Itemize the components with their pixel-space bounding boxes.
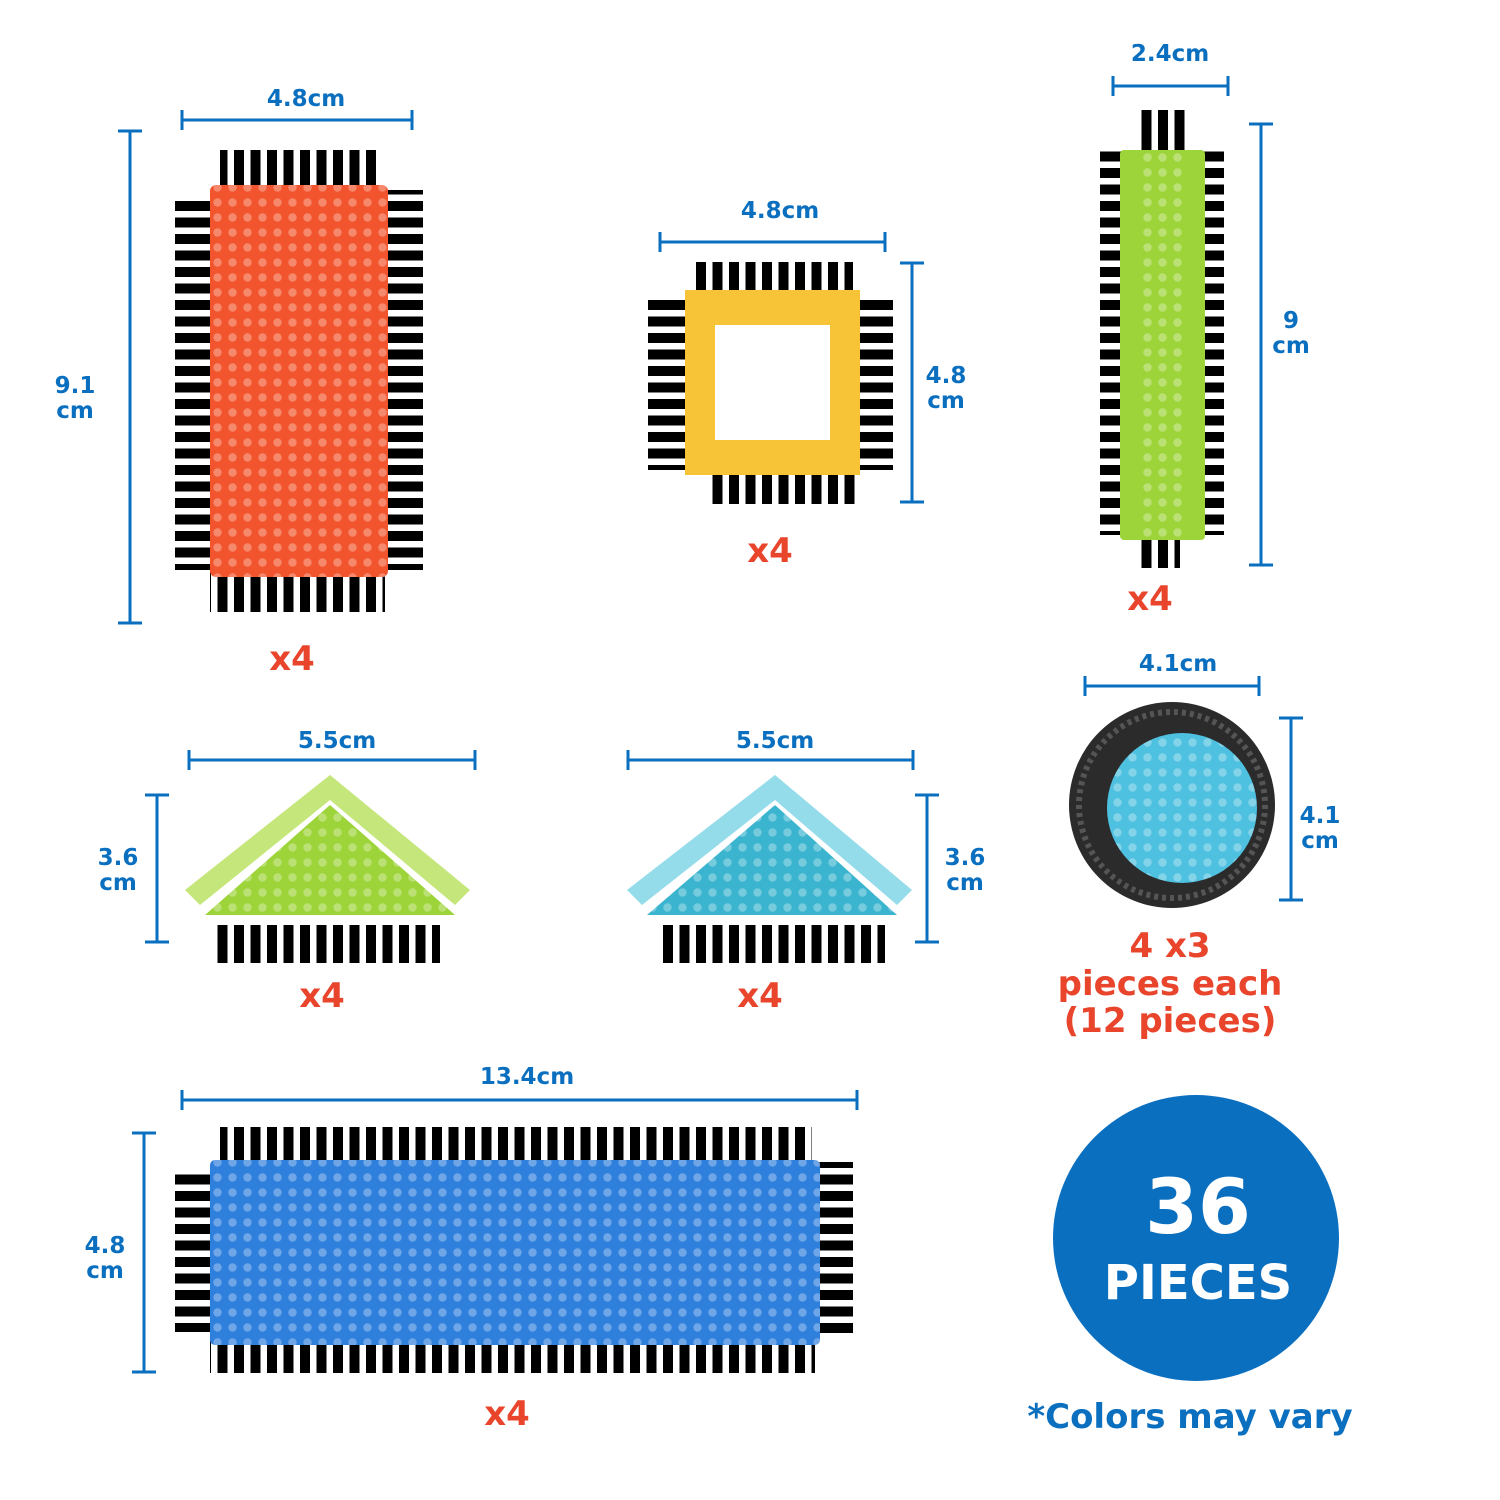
svg-text:PIECES: PIECES [1104, 1255, 1292, 1311]
svg-text:5.5cm: 5.5cm [736, 728, 814, 754]
yellow-square-height-dimension: 4.8 cm [900, 261, 967, 504]
svg-text:cm: cm [1272, 333, 1310, 359]
svg-text:4.1cm: 4.1cm [1139, 651, 1217, 677]
svg-text:4.8cm: 4.8cm [741, 198, 819, 224]
red-rectangle-count: x4 [269, 639, 315, 679]
green-triangle-count: x4 [299, 976, 345, 1016]
svg-text:pieces each: pieces each [1058, 964, 1283, 1004]
wheel-height-dimension: 4.1 cm [1279, 716, 1341, 902]
green-strip-height-dimension: 9 cm [1249, 122, 1310, 567]
svg-text:36: 36 [1145, 1162, 1251, 1251]
svg-text:cm: cm [946, 870, 984, 896]
cyan-triangle-count: x4 [737, 976, 783, 1016]
blue-long-rectangle-height-dimension: 4.8 cm [85, 1131, 156, 1374]
yellow-square-piece [648, 262, 893, 504]
cyan-triangle-width-dimension: 5.5cm [626, 728, 915, 770]
svg-text:13.4cm: 13.4cm [480, 1064, 574, 1090]
blue-long-rectangle-count: x4 [484, 1394, 530, 1434]
green-strip-piece [1100, 110, 1224, 568]
svg-text:4.8cm: 4.8cm [267, 86, 345, 112]
wheel-piece [1069, 702, 1275, 908]
green-strip-width-dimension: 2.4cm [1111, 41, 1230, 96]
svg-text:4.1: 4.1 [1300, 803, 1341, 829]
svg-text:cm: cm [99, 870, 137, 896]
green-triangle-height-dimension: 3.6 cm [98, 793, 169, 944]
svg-text:9: 9 [1283, 308, 1299, 334]
svg-text:(12 pieces): (12 pieces) [1064, 1001, 1277, 1041]
svg-text:5.5cm: 5.5cm [298, 728, 376, 754]
yellow-square-count: x4 [747, 531, 793, 571]
wheel-width-dimension: 4.1cm [1083, 651, 1261, 696]
green-triangle-width-dimension: 5.5cm [187, 728, 477, 770]
colors-may-vary-note: *Colors may vary [1027, 1397, 1352, 1437]
red-rectangle-width-dimension: 4.8cm [180, 86, 414, 130]
svg-text:2.4cm: 2.4cm [1131, 41, 1209, 67]
svg-text:cm: cm [1301, 828, 1339, 854]
svg-text:cm: cm [927, 388, 965, 414]
svg-text:4 x3: 4 x3 [1129, 926, 1210, 966]
blue-long-rectangle-piece [175, 1127, 853, 1373]
wheel-count: 4 x3 pieces each (12 pieces) [1058, 926, 1283, 1041]
red-rectangle-height-dimension: 9.1 cm [55, 129, 142, 625]
yellow-square-width-dimension: 4.8cm [658, 198, 887, 252]
svg-text:cm: cm [86, 1258, 124, 1284]
piece-count-badge: 36 PIECES [1053, 1095, 1339, 1381]
svg-text:3.6: 3.6 [98, 845, 139, 871]
cyan-triangle-piece [627, 775, 912, 963]
svg-text:4.8: 4.8 [926, 363, 967, 389]
red-rectangle-piece [175, 150, 423, 612]
green-strip-count: x4 [1127, 579, 1173, 619]
svg-text:cm: cm [56, 398, 94, 424]
svg-text:9.1: 9.1 [55, 373, 96, 399]
svg-text:3.6: 3.6 [945, 845, 986, 871]
svg-text:4.8: 4.8 [85, 1233, 126, 1259]
blue-long-rectangle-width-dimension: 13.4cm [180, 1064, 859, 1110]
green-triangle-piece [185, 775, 470, 963]
cyan-triangle-height-dimension: 3.6 cm [915, 793, 986, 944]
